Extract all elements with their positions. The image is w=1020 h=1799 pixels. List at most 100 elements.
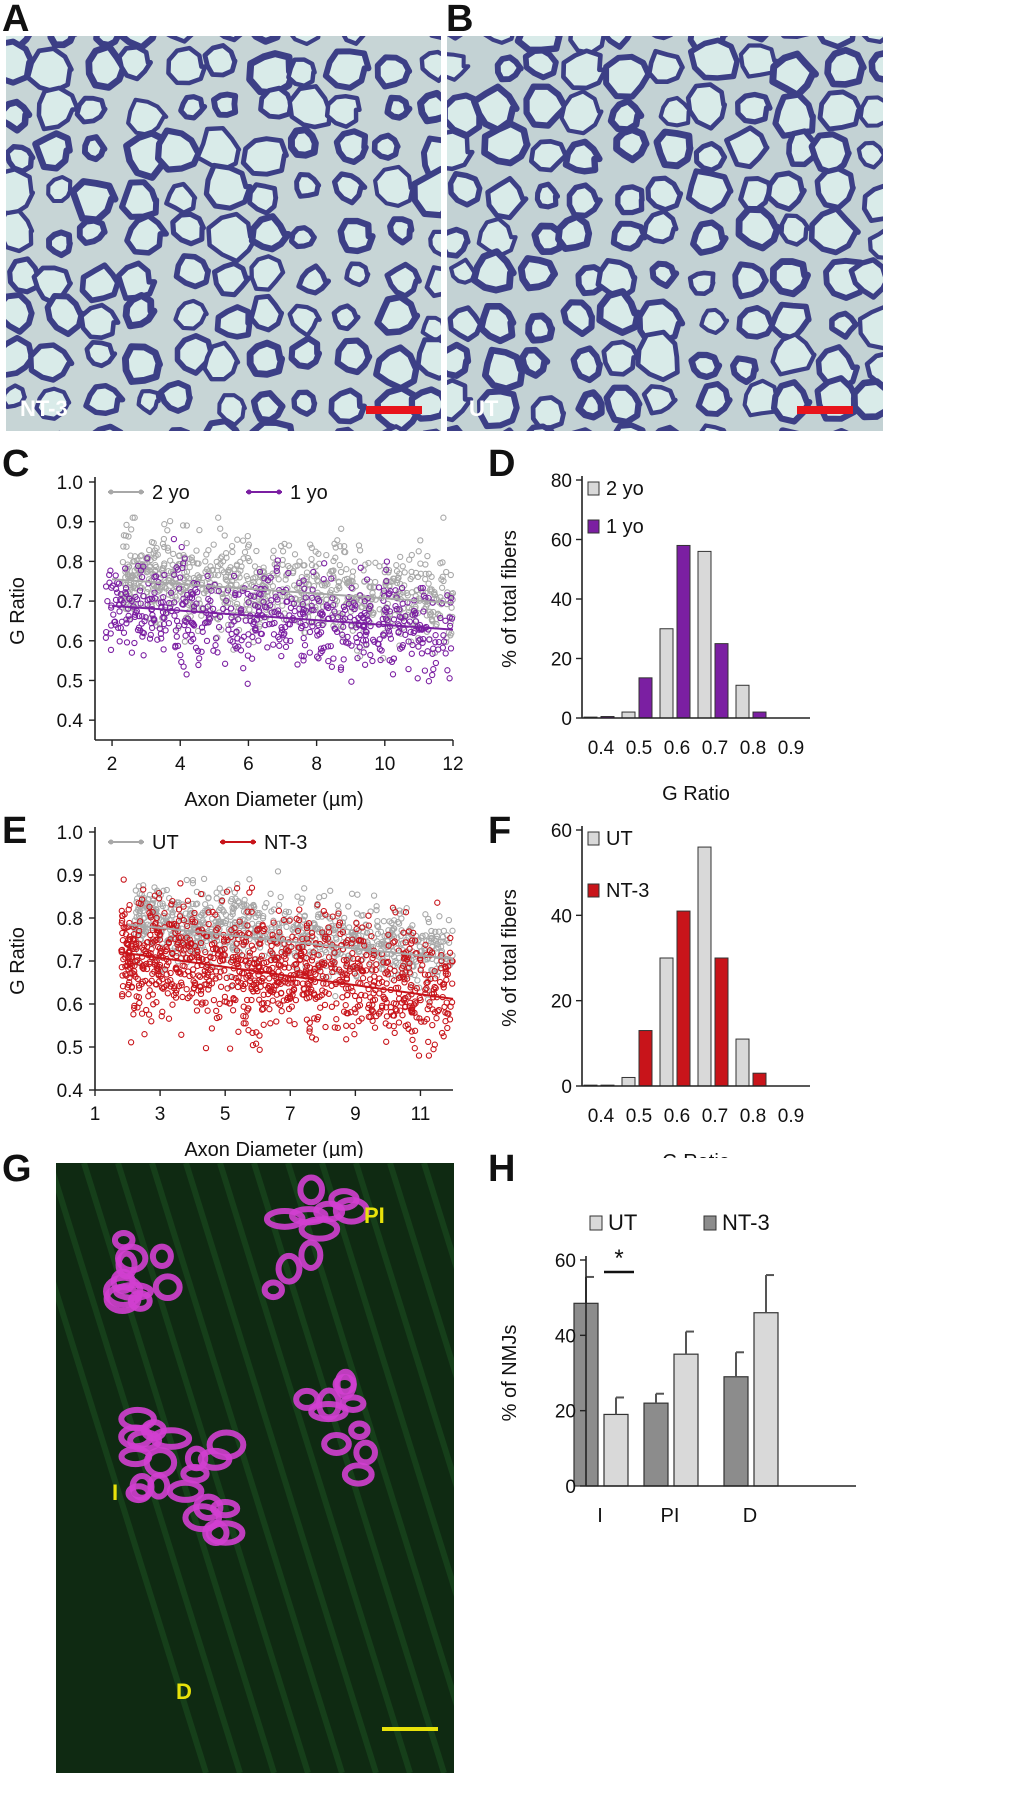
data-point: [212, 946, 220, 953]
data-point: [422, 561, 429, 568]
data-point: [315, 622, 322, 629]
axon: [603, 53, 652, 100]
data-point: [434, 899, 441, 906]
data-point: [275, 954, 282, 962]
data-point: [425, 626, 432, 633]
data-point: [161, 521, 168, 528]
axon: [566, 182, 603, 219]
data-point: [430, 666, 437, 673]
axon: [115, 260, 158, 301]
data-point: [150, 539, 157, 547]
data-point: [321, 560, 328, 567]
data-point: [145, 993, 152, 1000]
data-point: [128, 526, 135, 533]
axon: [92, 423, 124, 431]
data-point: [201, 981, 208, 988]
data-point: [432, 659, 440, 667]
data-point: [153, 544, 160, 552]
data-point: [400, 929, 407, 936]
data-point: [334, 1024, 341, 1032]
axon: [331, 303, 361, 332]
x-tick-label: 0.7: [702, 738, 728, 759]
data-point: [342, 1002, 349, 1009]
data-point: [136, 915, 143, 922]
data-point: [286, 1017, 293, 1024]
y-tick-label: 0.4: [57, 711, 84, 732]
panel-letter-g: G: [2, 1148, 32, 1190]
axon: [525, 312, 556, 344]
data-point: [380, 940, 388, 947]
data-point: [204, 572, 211, 580]
data-point: [115, 601, 123, 609]
data-point: [233, 581, 240, 588]
data-point: [144, 588, 151, 596]
axon: [420, 315, 441, 343]
data-point: [124, 924, 131, 931]
data-point: [251, 563, 259, 570]
legend-swatch: [589, 1215, 603, 1231]
data-point: [169, 578, 176, 586]
axon: [559, 89, 604, 136]
data-point: [290, 600, 297, 608]
data-point: [144, 555, 151, 562]
nmj-segment: [348, 1420, 371, 1440]
data-point: [426, 947, 434, 954]
data-point: [273, 979, 281, 986]
data-point: [422, 986, 429, 993]
data-point: [333, 628, 341, 636]
data-point: [146, 595, 153, 603]
x-tick-label: 0.5: [626, 1106, 652, 1127]
data-point: [282, 946, 290, 953]
data-point: [218, 920, 225, 928]
data-point: [120, 543, 127, 550]
data-point: [356, 962, 363, 969]
data-point: [135, 982, 143, 989]
bar-2-yo: [621, 711, 636, 719]
data-point: [382, 615, 390, 622]
axon: [203, 162, 253, 211]
axon: [447, 305, 484, 343]
data-point: [237, 647, 245, 654]
y-tick-label: 20: [551, 992, 572, 1013]
nmj-segment: [113, 1281, 154, 1301]
data-point: [271, 619, 278, 627]
data-point: [337, 666, 345, 673]
data-point: [414, 977, 421, 984]
data-point: [418, 650, 426, 657]
data-point: [407, 1006, 415, 1013]
data-point: [315, 578, 322, 585]
data-point: [325, 924, 332, 931]
data-point: [308, 1034, 316, 1041]
data-point: [130, 1011, 137, 1018]
data-point: [398, 644, 406, 651]
data-point: [361, 598, 368, 605]
y-axis-label: % of total fibers: [499, 530, 521, 668]
nmj-cluster: [166, 1429, 247, 1547]
data-point: [279, 602, 286, 609]
data-point: [302, 621, 309, 629]
data-point: [171, 571, 178, 578]
data-point: [290, 971, 298, 979]
x-tick-label: 0.6: [664, 1106, 690, 1127]
data-point: [278, 652, 285, 660]
data-point: [154, 636, 161, 643]
axon: [555, 213, 593, 253]
data-point: [253, 547, 260, 555]
data-point: [401, 976, 408, 983]
data-point: [401, 569, 408, 576]
data-point: [132, 942, 139, 949]
fiber: [217, 1163, 413, 1773]
data-point: [317, 1004, 324, 1011]
data-point: [353, 925, 360, 933]
data-point: [140, 886, 147, 893]
data-point: [202, 901, 209, 908]
axon: [206, 211, 259, 264]
data-point: [196, 973, 204, 980]
data-point: [274, 598, 281, 606]
data-point: [316, 610, 324, 617]
data-point: [435, 638, 443, 646]
data-point: [399, 940, 407, 947]
data-point: [246, 606, 253, 613]
data-point: [437, 949, 445, 956]
